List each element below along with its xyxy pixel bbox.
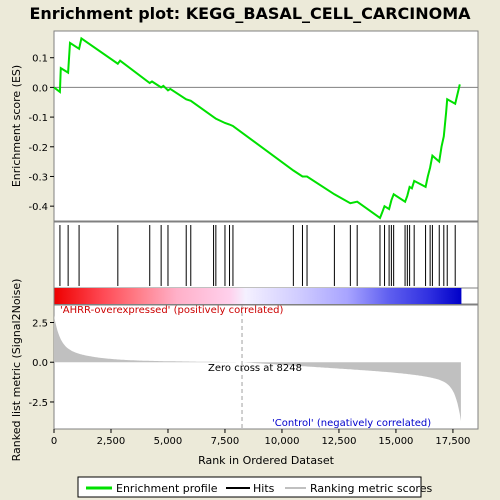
x-axis-title: Rank in Ordered Dataset <box>198 454 335 467</box>
es-y-tick-label: -0.2 <box>28 143 48 154</box>
ranked-y-tick-label: 2.5 <box>32 318 48 329</box>
x-tick-label: 10,000 <box>264 436 299 447</box>
es-panel <box>53 30 479 222</box>
es-y-tick-label: 0.1 <box>32 54 48 65</box>
x-tick-label: 7,500 <box>211 436 240 447</box>
hit-marks <box>59 225 456 286</box>
x-tick-label: 0 <box>51 436 57 447</box>
ranking-metric-area <box>54 315 461 422</box>
es-y-tick-label: -0.4 <box>28 202 48 213</box>
es-y-tick-label: -0.1 <box>28 113 48 124</box>
legend-ranking-label: Ranking metric scores <box>310 482 432 495</box>
x-tick-label: 12,500 <box>321 436 356 447</box>
ranked-y-tick-label: -2.5 <box>28 398 48 409</box>
legend-hits-label: Hits <box>253 482 275 495</box>
x-tick-label: 5,000 <box>154 436 183 447</box>
ranked-y-tick-label: 0.0 <box>32 358 48 369</box>
rank-color-bar <box>54 288 462 304</box>
es-y-axis-title: Enrichment score (ES) <box>10 65 23 187</box>
enrichment-profile-line <box>53 36 461 220</box>
x-tick-label: 2,500 <box>97 436 126 447</box>
es-y-tick-label: -0.3 <box>28 172 48 183</box>
x-axis: 0 2,500 5,000 7,500 10,000 12,500 15,000 17,500 <box>51 429 470 447</box>
es-y-axis: 0.1 0.0 -0.1 -0.2 -0.3 -0.4 <box>28 54 54 213</box>
positive-label: 'AHRR-overexpressed' (positively correla… <box>60 305 284 316</box>
ranked-y-axis-title: Ranked list metric (Signal2Noise) <box>10 279 23 462</box>
x-tick-label: 15,000 <box>378 436 413 447</box>
negative-label: 'Control' (negatively correlated) <box>272 418 431 429</box>
legend-enrichment-label: Enrichment profile <box>116 482 218 495</box>
ranked-y-axis: 2.5 0.0 -2.5 <box>28 318 54 409</box>
zero-cross-label: Zero cross at 8248 <box>208 363 302 374</box>
chart-title: Enrichment plot: KEGG_BASAL_CELL_CARCINO… <box>29 4 471 23</box>
es-y-tick-label: 0.0 <box>32 83 48 94</box>
x-tick-label: 17,500 <box>435 436 470 447</box>
